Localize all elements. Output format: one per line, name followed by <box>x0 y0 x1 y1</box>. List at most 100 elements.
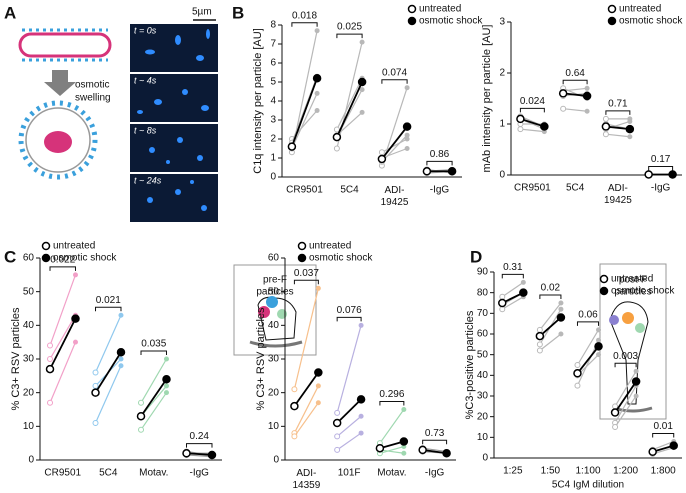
replicate-line <box>336 111 363 136</box>
significance-bracket <box>336 33 363 39</box>
replicate-line <box>539 333 562 352</box>
mean-line <box>336 81 363 138</box>
mean-point <box>182 449 191 458</box>
replicate-point <box>314 108 320 113</box>
inset-post-f <box>599 263 667 420</box>
x-tick-label: 1:800 <box>651 466 676 477</box>
replicate-line <box>381 138 408 153</box>
mean-point <box>162 374 171 384</box>
replicate-point <box>517 126 524 133</box>
replicate-point <box>334 409 341 416</box>
p-value: 0.31 <box>503 262 523 273</box>
significance-bracket <box>519 107 545 113</box>
y-tick-label: 1 <box>499 119 505 130</box>
mean-line <box>576 345 600 374</box>
replicate-point <box>358 430 364 436</box>
mean-point <box>207 450 217 460</box>
y-tick-label: 50 <box>23 286 35 297</box>
y-tick-label: 40 <box>23 320 35 331</box>
microscopy: 5µm t = 0s t ~ 4s t ~ 8s t ~ 24s <box>130 7 218 222</box>
x-tick-label: 5C4 <box>566 183 585 194</box>
replicate-line <box>379 445 405 454</box>
x-tick-label: -IgG <box>430 185 450 196</box>
legend-label: untreated <box>611 274 653 285</box>
legend-label: osmotic shock <box>611 286 675 297</box>
replicate-point <box>291 386 298 393</box>
replicate-point <box>359 109 365 115</box>
y-tick-label: 0 <box>499 170 505 181</box>
mean-point <box>573 369 582 378</box>
y-tick-label: 30 <box>268 354 280 365</box>
legend-marker <box>407 16 417 26</box>
legend-label: untreated <box>619 4 661 15</box>
p-value: 0.037 <box>294 268 319 279</box>
x-tick-label: -IgG <box>651 183 671 194</box>
replicate-point <box>401 407 407 412</box>
replicate-line <box>652 440 674 451</box>
replicate-point <box>314 28 320 34</box>
y-tick-label: 50 <box>477 349 489 360</box>
replicate-line <box>614 385 637 424</box>
x-tick-label: 5C4 <box>99 468 118 479</box>
significance-bracket <box>539 294 562 299</box>
y-tick-label: 0 <box>270 172 276 183</box>
mean-point <box>594 342 603 351</box>
significance-bracket <box>614 362 637 368</box>
replicate-point <box>72 272 78 278</box>
legend-label: osmotic shock <box>309 253 373 264</box>
panel-label: D <box>470 247 482 266</box>
p-value: 0.02 <box>541 283 561 294</box>
replicate-line <box>563 108 588 112</box>
x-tick-label: -IgG <box>425 468 445 479</box>
significance-bracket <box>652 432 675 438</box>
replicate-point <box>627 134 633 140</box>
replicate-point <box>334 433 341 440</box>
mean-line <box>94 351 122 394</box>
replicate-point <box>633 368 639 374</box>
significance-bracket <box>576 321 600 326</box>
mean-line <box>539 316 562 337</box>
y-tick-label: 20 <box>268 387 280 398</box>
significance-bracket <box>562 79 588 85</box>
p-value: 0.074 <box>382 67 407 78</box>
replicate-line <box>336 415 362 437</box>
significance-bracket <box>293 279 319 285</box>
mean-line <box>291 77 318 147</box>
y-tick-label: 30 <box>23 354 35 365</box>
mean-line <box>381 126 408 160</box>
mean-point <box>625 124 635 134</box>
panel-label: A <box>4 3 16 22</box>
process-label: osmotic <box>75 80 109 91</box>
replicate-line <box>49 341 77 403</box>
replicate-point <box>404 85 410 91</box>
replicate-point <box>118 363 124 369</box>
p-value: 0.73 <box>425 428 445 439</box>
replicate-point <box>118 312 124 318</box>
replicate-point <box>47 356 54 362</box>
x-tick-label: 1:100 <box>575 466 600 477</box>
replicate-point <box>47 342 54 349</box>
legend-label: untreated <box>53 241 95 252</box>
mean-point <box>399 437 409 446</box>
x-tick-label: ADI-19425 <box>381 185 409 208</box>
replicate-point <box>92 382 99 389</box>
mean-point <box>442 449 451 458</box>
replicate-point <box>627 118 633 124</box>
mean-point <box>610 408 620 417</box>
inset-pre-f <box>233 264 317 356</box>
replicate-point <box>72 339 78 345</box>
replicate-line <box>140 392 167 431</box>
replicate-point <box>359 39 365 45</box>
y-axis-label: % C3+ RSV particles <box>10 307 22 411</box>
replicate-point <box>574 362 581 368</box>
significance-bracket <box>379 401 405 406</box>
replicate-line <box>614 395 637 428</box>
replicate-point <box>334 446 341 453</box>
p-value: 0.01 <box>653 421 673 432</box>
replicate-point <box>138 426 145 433</box>
y-tick-label: 60 <box>23 253 35 264</box>
y-tick-label: 3 <box>270 115 276 126</box>
x-tick-label: 5C4 <box>340 185 359 196</box>
replicate-point <box>92 419 99 426</box>
